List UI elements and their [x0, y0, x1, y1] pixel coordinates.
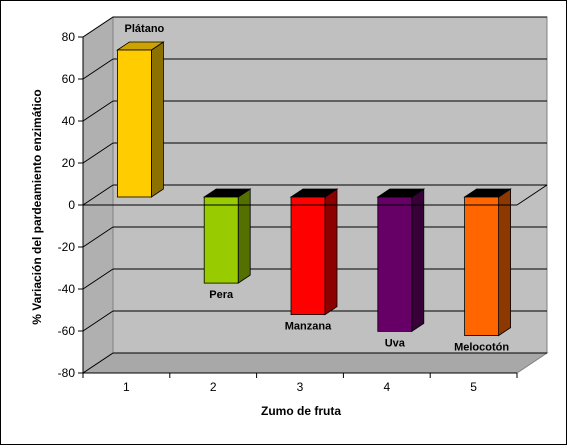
data-label: Uva: [385, 337, 406, 349]
bar-2: [202, 188, 252, 284]
gridline-side: [82, 268, 114, 290]
bar-side: [150, 41, 164, 198]
data-label: Melocotón: [454, 342, 509, 354]
data-label: Plátano: [125, 23, 165, 35]
bar-side: [411, 188, 425, 333]
y-tick-label: -40: [58, 282, 76, 296]
y-tick-labels: -80 -60 -40 -20 0 20 40 60 80: [58, 30, 76, 380]
bars: [116, 41, 512, 337]
axes: [78, 36, 548, 378]
bar-front: [464, 196, 500, 337]
bar-front: [117, 49, 152, 198]
gridline-side: [82, 310, 114, 332]
data-labels: Plátano Pera Manzana Uva Melocotón: [125, 23, 510, 354]
bar-side: [324, 188, 338, 316]
bar-1: [116, 41, 165, 198]
y-axis-title: % Variación del pardeamiento enzimático: [30, 89, 44, 324]
x-tick-label: 4: [383, 380, 390, 394]
gridline-side: [82, 226, 114, 248]
y-tick-label: -60: [58, 324, 76, 338]
bar-front: [203, 196, 239, 284]
gridline-side: [82, 100, 114, 122]
y-tick-label: 0: [68, 198, 75, 212]
bar-side: [237, 188, 251, 284]
y-tick-label: -20: [58, 240, 76, 254]
gridline-side: [82, 16, 114, 38]
bar-3: [289, 188, 339, 316]
x-tick-labels: 1 2 3 4 5: [123, 380, 477, 394]
bar-4: [376, 188, 426, 333]
gridline-side: [82, 352, 114, 374]
zero-line-depth: [516, 184, 548, 206]
y-tick-label: 20: [62, 156, 76, 170]
x-tick-label: 1: [123, 380, 130, 394]
y-tick-label: 60: [62, 72, 76, 86]
x-axis-title: Zumo de fruta: [261, 404, 341, 418]
gridline-side: [82, 58, 114, 80]
x-tick-label: 3: [297, 380, 304, 394]
gridline-side: [82, 184, 114, 206]
bar-front: [290, 196, 326, 315]
floor: [81, 352, 549, 374]
y-tick-label: -80: [58, 366, 76, 380]
bar-front: [377, 196, 413, 332]
gridline-side: [82, 142, 114, 164]
bar-side: [498, 188, 512, 337]
y-tick-label: 80: [62, 30, 76, 44]
bar-5: [463, 188, 512, 337]
data-label: Pera: [209, 289, 234, 301]
data-label: Manzana: [285, 321, 332, 333]
y-tick-label: 40: [62, 114, 76, 128]
x-tick-label: 2: [210, 380, 217, 394]
x-tick-label: 5: [470, 380, 477, 394]
